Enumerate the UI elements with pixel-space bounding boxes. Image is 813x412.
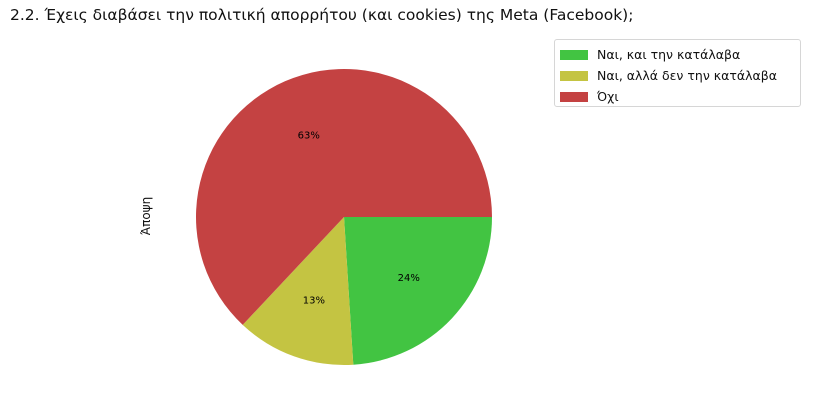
legend: Ναι, και την κατάλαβα Ναι, αλλά δεν την … bbox=[554, 39, 801, 107]
legend-swatch bbox=[560, 91, 588, 102]
legend-swatch bbox=[560, 49, 588, 60]
legend-label: Όχι bbox=[597, 89, 619, 104]
pie-slice bbox=[344, 217, 492, 365]
pie-slice-label: 24% bbox=[398, 273, 420, 284]
y-axis-label: Άποψη bbox=[139, 196, 153, 236]
legend-label: Ναι, και την κατάλαβα bbox=[597, 47, 741, 62]
legend-item-yes-understood: Ναι, και την κατάλαβα bbox=[560, 44, 800, 65]
pie-slice bbox=[242, 217, 354, 365]
legend-label: Ναι, αλλά δεν την κατάλαβα bbox=[597, 68, 778, 83]
chart-title: 2.2. Έχεις διαβάσει την πολιτική απορρήτ… bbox=[10, 6, 634, 24]
legend-swatch bbox=[560, 70, 588, 81]
pie-slice-label: 63% bbox=[298, 131, 320, 142]
legend-item-no: Όχι bbox=[560, 86, 800, 107]
pie-slice bbox=[196, 69, 493, 325]
legend-item-yes-not-understood: Ναι, αλλά δεν την κατάλαβα bbox=[560, 65, 800, 86]
pie-slice-label: 13% bbox=[303, 296, 325, 307]
